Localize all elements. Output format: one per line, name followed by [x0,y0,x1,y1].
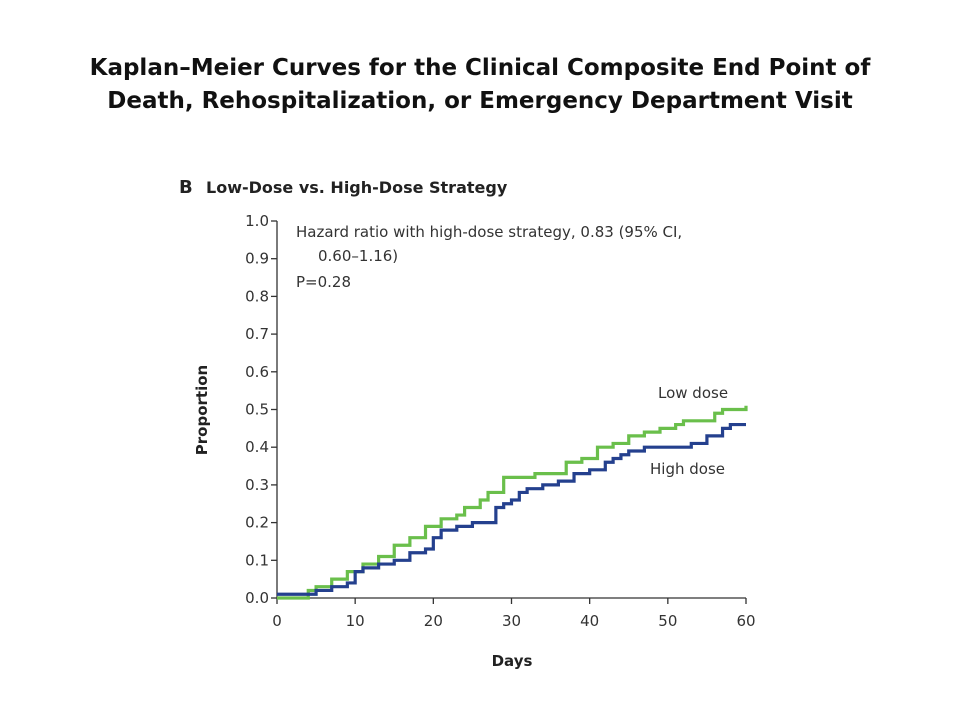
x-tick-label: 60 [736,612,755,630]
slide-title: Kaplan–Meier Curves for the Clinical Com… [0,52,960,118]
x-tick-label: 10 [346,612,365,630]
hazard-ratio-annotation: Hazard ratio with high-dose strategy, 0.… [296,223,682,291]
x-tick-label: 0 [272,612,282,630]
axes: 0 10 20 30 40 50 60 0.0 0.1 0.2 0.3 0.4 0.5 0.6 0.7 0.8… [245,212,755,630]
series-layer [277,405,748,600]
y-tick-label: 0.5 [245,401,269,419]
y-tick-label: 0.8 [245,287,269,305]
y-tick-label: 0.0 [245,589,269,607]
y-tick-label: 0.3 [245,476,269,494]
x-tick-label: 50 [658,612,677,630]
panel-letter: B [179,177,193,198]
y-tick-label: 0.2 [245,514,269,532]
y-tick-label: 0.4 [245,438,269,456]
series-line-high-dose [277,422,746,596]
y-tick-label: 0.6 [245,363,269,381]
y-tick-label: 0.9 [245,250,269,268]
x-axis-label: Days [492,652,533,670]
slide-title-line-1: Kaplan–Meier Curves for the Clinical Com… [89,55,871,81]
x-tick-label: 40 [580,612,599,630]
y-axis-label: Proportion [193,365,211,455]
series-labels: Low dose High dose [650,384,728,478]
slide-title-line-2: Death, Rehospitalization, or Emergency D… [107,88,853,114]
annotation-line-1: Hazard ratio with high-dose strategy, 0.… [296,223,682,241]
y-tick-label: 0.1 [245,551,269,569]
series-label-high-dose: High dose [650,460,725,478]
annotation-line-2: 0.60–1.16) [318,247,398,265]
x-tick-label: 20 [424,612,443,630]
y-tick-label: 1.0 [245,212,269,230]
chart-title: Low-Dose vs. High-Dose Strategy [206,178,508,197]
x-tick-label: 30 [502,612,521,630]
series-label-low-dose: Low dose [658,384,728,402]
annotation-line-3: P=0.28 [296,273,351,291]
y-tick-label: 0.7 [245,325,269,343]
